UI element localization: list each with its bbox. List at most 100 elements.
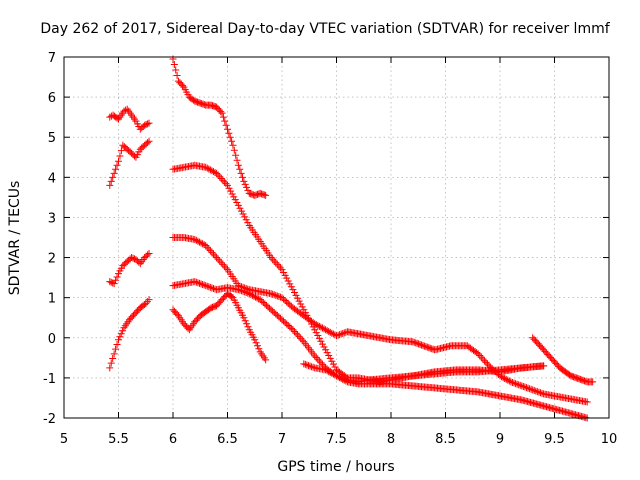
data-point: [179, 82, 187, 90]
data-point: [238, 173, 246, 181]
data-point: [194, 237, 202, 245]
data-point: [142, 121, 150, 129]
data-point: [109, 355, 117, 363]
data-point: [524, 384, 532, 392]
data-point: [224, 125, 231, 133]
data-point: [236, 165, 244, 173]
x-tick-label: 5: [60, 432, 68, 447]
data-point: [290, 289, 298, 297]
data-point: [106, 278, 114, 286]
y-tick-label: 7: [48, 51, 56, 66]
data-point: [529, 386, 537, 394]
data-point: [331, 371, 339, 379]
data-point: [192, 278, 200, 286]
data-point: [337, 374, 345, 382]
data-point: [225, 184, 233, 192]
points-layer: [106, 55, 597, 422]
data-point: [416, 340, 424, 348]
data-point: [251, 336, 259, 344]
x-tick-label: 5.5: [108, 432, 129, 447]
data-point: [253, 294, 261, 302]
data-point: [289, 286, 297, 294]
data-point: [286, 323, 294, 331]
data-point: [106, 364, 114, 372]
data-point: [315, 357, 323, 365]
x-tick-label: 9: [496, 432, 504, 447]
data-point: [122, 106, 130, 114]
data-point: [281, 271, 289, 279]
data-point: [284, 299, 292, 307]
data-point: [116, 333, 124, 341]
data-point: [202, 242, 210, 250]
data-point: [297, 300, 305, 308]
data-point: [203, 243, 211, 251]
data-point: [280, 268, 288, 276]
data-point: [283, 274, 291, 282]
data-point: [231, 196, 239, 204]
data-point: [278, 266, 286, 274]
data-point: [482, 358, 490, 366]
data-point: [501, 374, 509, 382]
data-point: [267, 290, 275, 298]
data-point: [507, 378, 515, 386]
data-point: [230, 193, 238, 201]
data-point: [419, 342, 427, 350]
data-point: [228, 137, 236, 145]
data-point: [410, 338, 418, 346]
data-point: [216, 257, 224, 265]
data-point: [237, 169, 245, 177]
data-point: [336, 331, 344, 339]
data-point: [270, 309, 278, 317]
data-point: [325, 368, 333, 376]
data-point: [202, 282, 210, 290]
data-point: [199, 240, 207, 248]
data-point: [250, 292, 258, 300]
series-arc-j: [300, 360, 548, 386]
data-point: [334, 331, 342, 339]
x-tick-label: 6: [169, 432, 177, 447]
data-point: [209, 250, 217, 258]
data-point: [287, 324, 295, 332]
chart-title: Day 262 of 2017, Sidereal Day-to-day VTE…: [40, 21, 610, 37]
data-point: [315, 322, 323, 330]
series-arc-g: [169, 234, 591, 406]
data-point: [284, 277, 292, 285]
data-point: [113, 273, 121, 281]
data-point: [226, 133, 234, 141]
y-tick-label: 0: [48, 332, 56, 347]
data-point: [144, 251, 152, 259]
data-point: [304, 362, 312, 370]
data-point: [219, 260, 227, 268]
data-point: [530, 386, 538, 394]
data-point: [318, 340, 326, 348]
data-point: [415, 340, 423, 348]
data-point: [203, 164, 211, 172]
data-point: [518, 382, 526, 390]
data-point: [513, 380, 521, 388]
data-point: [292, 291, 300, 299]
data-point: [206, 247, 214, 255]
data-point: [199, 280, 207, 288]
data-point: [242, 289, 250, 297]
data-point: [141, 121, 149, 129]
y-tick-label: 1: [48, 292, 56, 307]
data-point: [262, 356, 270, 364]
data-point: [256, 296, 264, 304]
data-point: [292, 329, 300, 337]
data-point: [244, 289, 252, 297]
data-point: [110, 169, 118, 177]
data-point: [269, 255, 277, 263]
data-point: [278, 316, 286, 324]
data-point: [255, 345, 263, 353]
data-point: [339, 374, 347, 382]
data-point: [243, 320, 251, 328]
data-point: [328, 329, 336, 337]
data-point: [329, 360, 337, 368]
data-point: [423, 343, 431, 351]
data-point: [297, 334, 305, 342]
data-point: [270, 291, 278, 299]
data-point: [420, 342, 428, 350]
data-point: [527, 385, 535, 393]
data-point: [496, 372, 504, 380]
